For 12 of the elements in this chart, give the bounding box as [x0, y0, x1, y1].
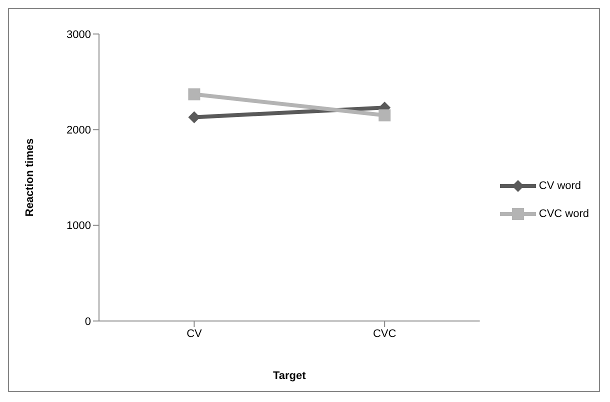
x-axis-title: Target: [273, 370, 306, 382]
legend-label: CVC word: [538, 208, 589, 220]
point: [378, 109, 391, 122]
x-tick-label: CVC: [372, 328, 396, 340]
x-tick-label: CV: [186, 328, 203, 340]
y-tick-label: 3000: [66, 28, 91, 41]
y-tick-label: 2000: [66, 124, 91, 137]
y-tick-label: 1000: [66, 220, 91, 232]
point: [188, 88, 200, 100]
y-tick-label: 0: [84, 316, 91, 328]
y-axis-title: Reaction times: [24, 138, 36, 217]
legend-label: CV word: [538, 180, 582, 192]
